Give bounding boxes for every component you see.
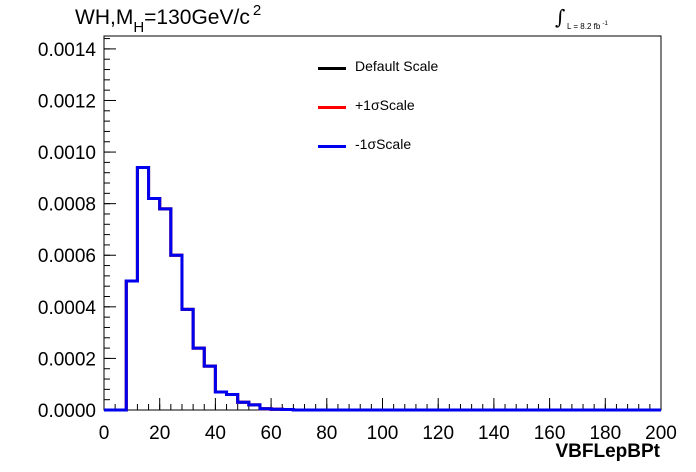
x-tick-label: 60 <box>261 423 282 444</box>
y-tick-label: 0.0012 <box>38 91 96 112</box>
y-tick-label: 0.0002 <box>38 349 96 370</box>
x-tick-label: 140 <box>478 423 510 444</box>
luminosity-text: L = 8.2 fb <box>567 22 601 31</box>
x-axis-label: VBFLepBPt <box>555 441 661 462</box>
x-tick-label: 20 <box>149 423 170 444</box>
legend-swatch-minus1sigma <box>318 145 346 148</box>
plot-frame <box>103 35 662 411</box>
legend-label-minus1sigma: -1σScale <box>355 136 412 152</box>
y-tick-label: 0.0014 <box>38 40 97 61</box>
legend-swatch-plus1sigma <box>318 106 346 109</box>
x-tick-label: 100 <box>367 423 399 444</box>
title-main: WH,M <box>75 6 134 29</box>
x-tick-label: 80 <box>316 423 337 444</box>
series-line-2 <box>104 166 661 412</box>
x-tick-label: 200 <box>645 423 677 444</box>
series-layer <box>104 166 661 412</box>
title-subscript: H <box>133 19 145 36</box>
x-tick-label: 160 <box>534 423 566 444</box>
y-tick-label: 0.0006 <box>38 246 96 267</box>
series-line-0 <box>104 166 661 412</box>
luminosity-exponent: -1 <box>602 21 608 27</box>
title-superscript: 2 <box>252 2 262 19</box>
legend-swatch-default <box>318 67 346 70</box>
y-tick-label: 0.0000 <box>38 401 96 422</box>
integral-symbol: ∫ <box>555 5 566 29</box>
y-tick-label: 0.0004 <box>38 298 97 319</box>
x-tick-label: 180 <box>589 423 621 444</box>
x-tick-label: 0 <box>99 423 110 444</box>
title-rest: =130GeV/c <box>144 6 250 29</box>
x-tick-label: 40 <box>205 423 226 444</box>
plot-title: WH,MH=130GeV/c 2 <box>75 2 261 36</box>
y-tick-label: 0.0010 <box>38 143 96 164</box>
series-line-1 <box>104 166 661 412</box>
legend-label-plus1sigma: +1σScale <box>355 97 415 113</box>
legend-label-default: Default Scale <box>355 58 439 74</box>
x-tick-label: 120 <box>422 423 454 444</box>
y-tick-label: 0.0008 <box>38 195 96 216</box>
